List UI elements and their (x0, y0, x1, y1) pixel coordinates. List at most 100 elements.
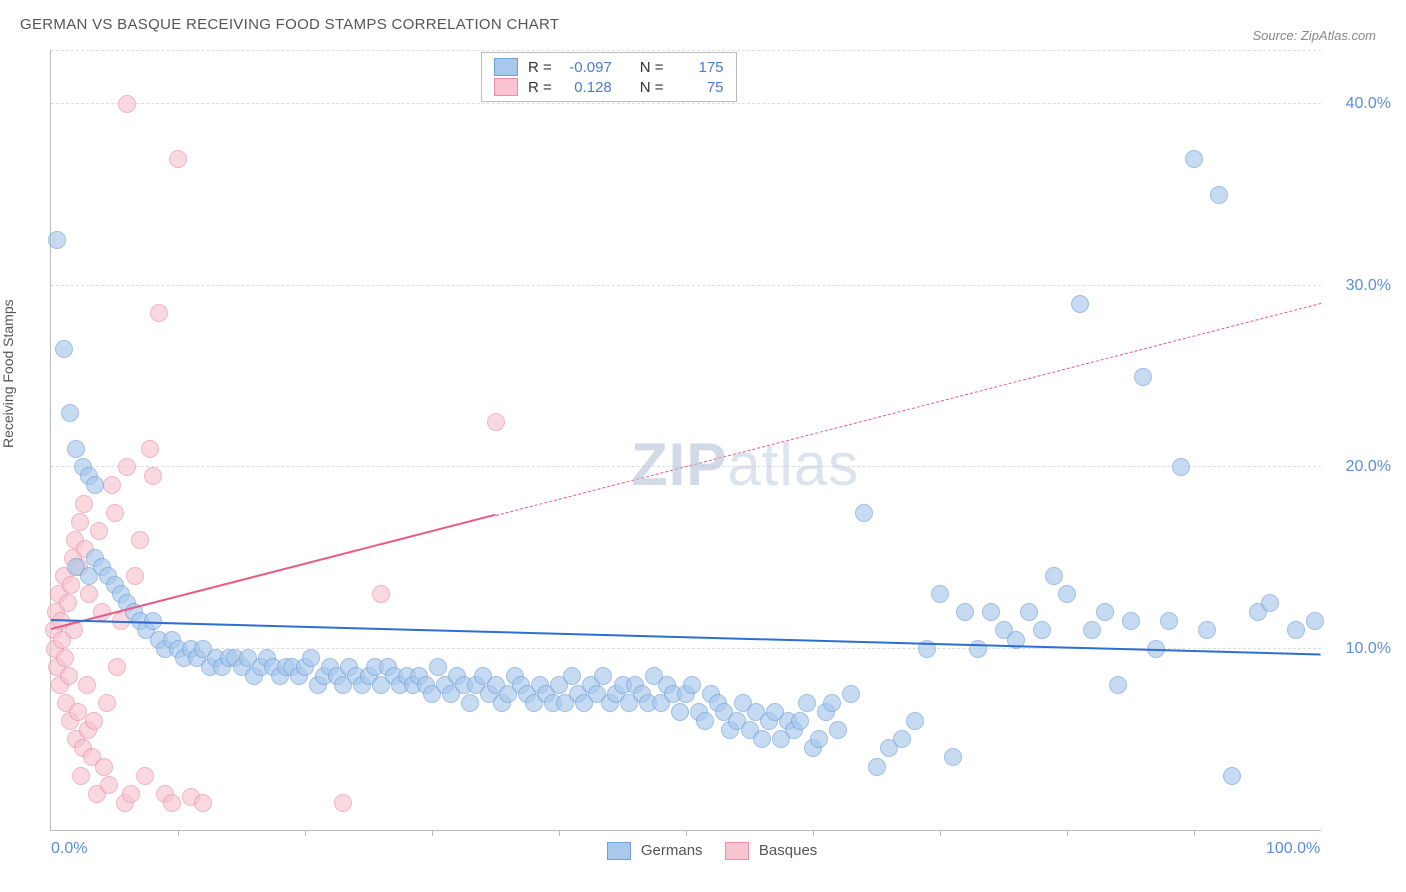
data-point-germans (61, 404, 79, 422)
data-point-basques (372, 585, 390, 603)
data-point-germans (1109, 676, 1127, 694)
data-point-germans (1160, 612, 1178, 630)
legend-label-basques: Basques (759, 842, 817, 859)
swatch-germans (494, 58, 518, 76)
data-point-germans (671, 703, 689, 721)
swatch-basques (494, 78, 518, 96)
data-point-basques (194, 794, 212, 812)
data-point-basques (334, 794, 352, 812)
r-label: R = (528, 59, 552, 76)
data-point-germans (1172, 458, 1190, 476)
n-label: N = (640, 59, 664, 76)
data-point-basques (118, 95, 136, 113)
legend-label-germans: Germans (641, 842, 703, 859)
gridline (51, 103, 1321, 104)
data-point-germans (868, 758, 886, 776)
data-point-basques (59, 594, 77, 612)
data-point-germans (1134, 368, 1152, 386)
data-point-germans (855, 504, 873, 522)
gridline (51, 285, 1321, 286)
data-point-germans (931, 585, 949, 603)
gridline (51, 50, 1321, 51)
legend-swatch-germans (607, 842, 631, 860)
data-point-germans (696, 712, 714, 730)
data-point-basques (150, 304, 168, 322)
data-point-basques (163, 794, 181, 812)
legend-swatch-basques (725, 842, 749, 860)
data-point-germans (944, 748, 962, 766)
x-minor-tick (559, 830, 560, 836)
data-point-germans (86, 476, 104, 494)
x-minor-tick (432, 830, 433, 836)
n-value-germans: 175 (674, 59, 724, 76)
x-minor-tick (1067, 830, 1068, 836)
data-point-basques (141, 440, 159, 458)
chart-title: GERMAN VS BASQUE RECEIVING FOOD STAMPS C… (20, 16, 559, 33)
data-point-germans (429, 658, 447, 676)
r-value-basques: 0.128 (562, 79, 612, 96)
data-point-germans (302, 649, 320, 667)
data-point-basques (131, 531, 149, 549)
data-point-germans (563, 667, 581, 685)
y-tick-label: 30.0% (1331, 277, 1391, 295)
data-point-basques (95, 758, 113, 776)
r-label: R = (528, 79, 552, 96)
data-point-germans (1287, 621, 1305, 639)
data-point-germans (55, 340, 73, 358)
data-point-germans (798, 694, 816, 712)
data-point-germans (1071, 295, 1089, 313)
data-point-germans (969, 640, 987, 658)
data-point-basques (85, 712, 103, 730)
scatter-plot: ZIPatlas R = -0.097 N = 175 R = 0.128 N … (50, 50, 1321, 831)
data-point-germans (67, 440, 85, 458)
x-minor-tick (1194, 830, 1195, 836)
trend-line-dashed (495, 303, 1321, 516)
data-point-germans (48, 231, 66, 249)
data-point-basques (71, 513, 89, 531)
data-point-germans (1083, 621, 1101, 639)
data-point-germans (906, 712, 924, 730)
stats-row-basques: R = 0.128 N = 75 (494, 77, 724, 97)
data-point-basques (80, 585, 98, 603)
stats-row-germans: R = -0.097 N = 175 (494, 57, 724, 77)
data-point-basques (98, 694, 116, 712)
data-point-basques (118, 458, 136, 476)
n-value-basques: 75 (674, 79, 724, 96)
data-point-basques (122, 785, 140, 803)
data-point-germans (810, 730, 828, 748)
watermark: ZIPatlas (631, 430, 859, 499)
stats-legend-box: R = -0.097 N = 175 R = 0.128 N = 75 (481, 52, 737, 102)
data-point-germans (893, 730, 911, 748)
data-point-basques (90, 522, 108, 540)
x-minor-tick (686, 830, 687, 836)
data-point-germans (1033, 621, 1051, 639)
data-point-germans (1261, 594, 1279, 612)
data-point-basques (62, 576, 80, 594)
y-tick-label: 40.0% (1331, 95, 1391, 113)
data-point-germans (1058, 585, 1076, 603)
y-tick-label: 20.0% (1331, 458, 1391, 476)
data-point-basques (69, 703, 87, 721)
data-point-basques (144, 467, 162, 485)
n-label: N = (640, 79, 664, 96)
bottom-legend: Germans Basques (0, 842, 1406, 860)
data-point-basques (56, 649, 74, 667)
data-point-basques (487, 413, 505, 431)
data-point-germans (1306, 612, 1324, 630)
x-minor-tick (813, 830, 814, 836)
data-point-germans (1020, 603, 1038, 621)
data-point-germans (1185, 150, 1203, 168)
source-label: Source: ZipAtlas.com (1252, 28, 1376, 43)
data-point-basques (126, 567, 144, 585)
data-point-germans (1223, 767, 1241, 785)
data-point-basques (75, 495, 93, 513)
data-point-germans (1210, 186, 1228, 204)
data-point-germans (1198, 621, 1216, 639)
x-minor-tick (940, 830, 941, 836)
data-point-germans (594, 667, 612, 685)
data-point-basques (100, 776, 118, 794)
data-point-basques (72, 767, 90, 785)
data-point-basques (108, 658, 126, 676)
x-minor-tick (178, 830, 179, 836)
data-point-germans (1045, 567, 1063, 585)
